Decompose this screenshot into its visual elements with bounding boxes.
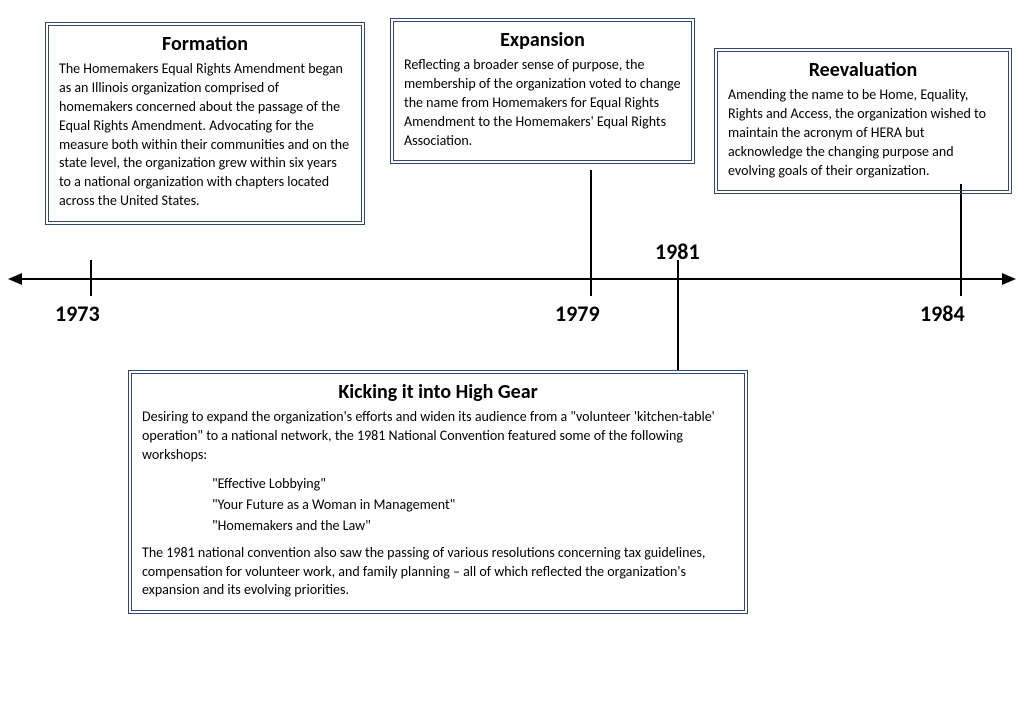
event-body-high-gear-intro: Desiring to expand the organization's ef… [142, 408, 734, 465]
event-body-high-gear-outro: The 1981 national convention also saw th… [142, 544, 734, 601]
event-box-high-gear: Kicking it into High Gear Desiring to ex… [128, 370, 748, 614]
tick-1979 [590, 260, 592, 296]
event-title-expansion: Expansion [404, 28, 681, 52]
event-box-expansion: Expansion Reflecting a broader sense of … [390, 18, 695, 164]
connector-high-gear [677, 295, 679, 370]
event-title-reevaluation: Reevaluation [728, 58, 998, 82]
year-1973: 1973 [55, 300, 100, 327]
connector-expansion [590, 170, 592, 262]
connector-reevaluation [960, 184, 962, 262]
tick-1984 [960, 260, 962, 296]
workshop-item: "Your Future as a Woman in Management" [212, 494, 734, 515]
arrow-right-icon [1002, 273, 1016, 285]
year-1981: 1981 [655, 238, 700, 265]
event-box-reevaluation: Reevaluation Amending the name to be Hom… [714, 48, 1012, 194]
event-title-high-gear: Kicking it into High Gear [142, 380, 734, 404]
workshop-item: "Effective Lobbying" [212, 473, 734, 494]
tick-1981 [677, 260, 679, 296]
year-1979: 1979 [555, 300, 600, 327]
event-box-formation: Formation The Homemakers Equal Rights Am… [45, 22, 365, 225]
timeline-axis [15, 278, 1009, 280]
tick-1973 [90, 260, 92, 296]
event-body-reevaluation: Amending the name to be Home, Equality, … [728, 86, 998, 180]
arrow-left-icon [8, 273, 22, 285]
workshops-list: "Effective Lobbying" "Your Future as a W… [212, 473, 734, 536]
workshop-item: "Homemakers and the Law" [212, 515, 734, 536]
year-1984: 1984 [920, 300, 965, 327]
event-title-formation: Formation [59, 32, 351, 56]
event-body-formation: The Homemakers Equal Rights Amendment be… [59, 60, 351, 211]
event-body-expansion: Reflecting a broader sense of purpose, t… [404, 56, 681, 150]
